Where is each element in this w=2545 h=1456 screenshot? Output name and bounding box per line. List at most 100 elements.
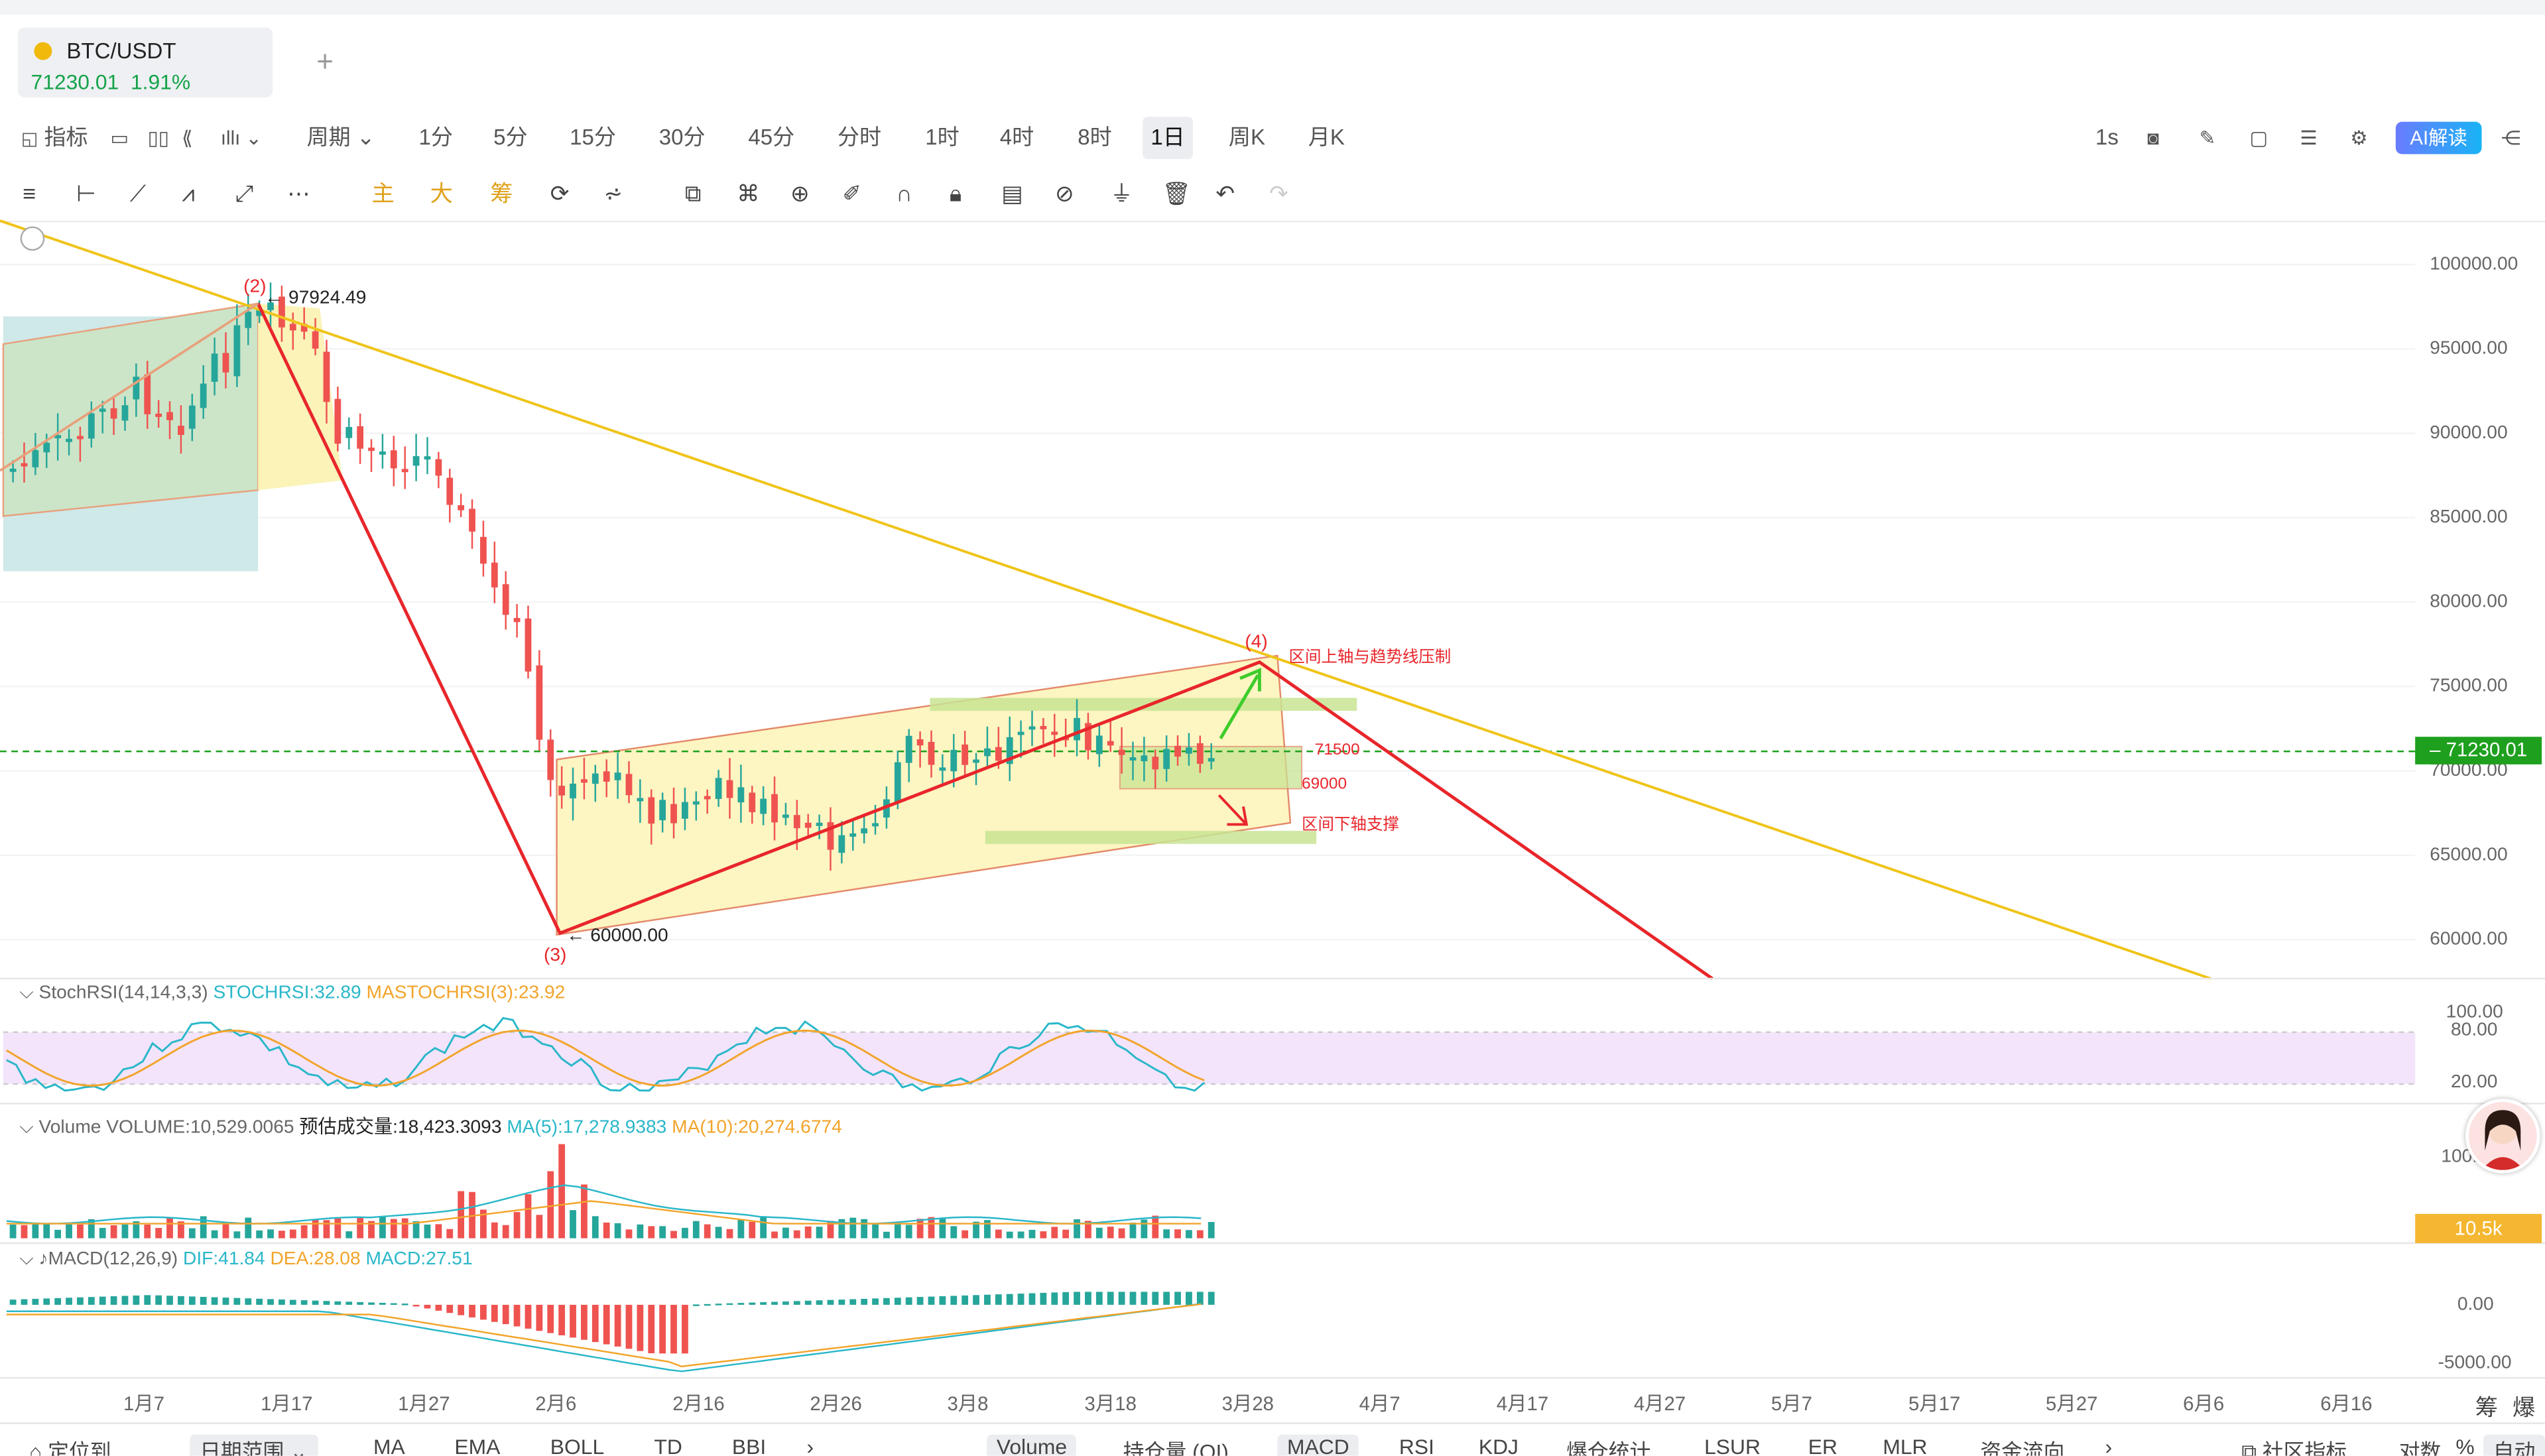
locate-button[interactable]: ⌂ 定位到 [29, 1439, 111, 1456]
interval-7[interactable]: 4时 [999, 125, 1034, 150]
trend-line-icon[interactable]: ⟋ [129, 180, 146, 206]
macd-bar [334, 1301, 341, 1305]
comment-icon[interactable]: ▢ [2249, 126, 2268, 150]
sub-indicator-6[interactable]: LSUR [1704, 1434, 1761, 1456]
volume-bar [458, 1191, 465, 1239]
volume-bar [849, 1217, 857, 1239]
zoom-in-icon[interactable]: ⊕ [790, 180, 810, 206]
percent-scale-toggle[interactable]: % [2455, 1434, 2475, 1456]
note-icon[interactable]: ▤ [1001, 180, 1023, 206]
lock-icon[interactable]: 🔒︎ [949, 180, 962, 206]
ruler-icon[interactable]: ⌘ [737, 180, 760, 206]
sub-indicator-3[interactable]: RSI [1398, 1434, 1434, 1456]
main-force-button[interactable]: 主 [371, 180, 395, 206]
sub-indicator-8[interactable]: MLR [1883, 1434, 1928, 1456]
volume-bar [312, 1219, 319, 1239]
level-71500-label: 71500 [1314, 741, 1360, 760]
main-indicator-ema[interactable]: EMA [454, 1434, 501, 1456]
macd-bar [625, 1304, 633, 1349]
interval-11[interactable]: 月K [1308, 125, 1345, 150]
big-order-button[interactable]: 大 [430, 180, 453, 206]
sub-indicator-9[interactable]: 资金流向 [1980, 1439, 2065, 1456]
macd-bar [513, 1304, 521, 1327]
price-axis-label: 60000.00 [2430, 930, 2508, 949]
stochrsi-axis-80: 80.00 [2451, 1020, 2498, 1040]
auto-scale-toggle[interactable]: 自动 [2483, 1434, 2545, 1456]
sub-indicator-1[interactable]: 持仓量 (OI) [1123, 1439, 1229, 1456]
assistant-avatar[interactable] [2465, 1099, 2540, 1174]
indicators-button[interactable]: ◱ 指标 [21, 125, 88, 150]
period-dropdown[interactable]: 周期 ⌄ [306, 125, 375, 150]
candle-body [110, 408, 117, 419]
volume-bar [121, 1224, 129, 1239]
log-scale-toggle[interactable]: 对数 [2398, 1439, 2442, 1456]
rewind-icon[interactable]: ⟪ [182, 126, 193, 150]
list-icon[interactable]: ☰ [2300, 126, 2318, 150]
camera-icon[interactable]: ◙ [2147, 126, 2160, 150]
ray-icon[interactable]: ⤢ [235, 180, 254, 206]
multi-line-icon[interactable]: ⩘ [182, 180, 195, 206]
main-indicator-ma[interactable]: MA [373, 1434, 405, 1456]
macd-bar [458, 1304, 465, 1315]
more-sub-indicators-icon[interactable]: › [2105, 1434, 2113, 1456]
sub-indicator-7[interactable]: ER [1808, 1434, 1837, 1456]
more-main-indicators-icon[interactable]: › [806, 1434, 814, 1456]
sub-indicator-4[interactable]: KDJ [1478, 1434, 1519, 1456]
interval-10[interactable]: 周K [1228, 125, 1266, 150]
main-indicator-bbi[interactable]: BBI [731, 1434, 767, 1456]
liquidation-corner[interactable]: 爆 [2513, 1394, 2536, 1420]
interval-4[interactable]: 45分 [748, 125, 795, 150]
shape-icon[interactable]: ⧉ [684, 180, 702, 206]
alarm-icon[interactable]: ♪ [38, 1249, 48, 1270]
sub-indicator-2[interactable]: MACD [1277, 1434, 1359, 1456]
chip-button[interactable]: 筹 [490, 180, 513, 206]
collapse-toggle-icon[interactable] [20, 226, 45, 251]
pattern-icon[interactable]: ⩫ [603, 180, 623, 206]
macd-bar [1051, 1292, 1058, 1305]
menu-icon[interactable]: ≡ [23, 180, 36, 206]
interval-1[interactable]: 5分 [493, 125, 528, 150]
filter-icon[interactable]: ⏚ [1110, 180, 1133, 206]
interval-2[interactable]: 15分 [570, 125, 616, 150]
interval-5[interactable]: 分时 [838, 125, 882, 150]
refresh-icon[interactable]: ⟳ [550, 180, 570, 206]
symbol-tab[interactable]: BTC/USDT 71230.01 1.91% [17, 27, 273, 97]
interval-6[interactable]: 1时 [925, 125, 960, 150]
pen-icon[interactable]: ✎ [2199, 126, 2216, 150]
collapse-icon[interactable]: ⌵ [19, 1249, 34, 1270]
candle-body [995, 747, 1002, 761]
interval-0[interactable]: 1分 [418, 125, 453, 150]
add-tab-button[interactable]: + [316, 45, 334, 78]
candle-type-icon[interactable]: ıllı ⌄ [220, 126, 263, 150]
interval-9[interactable]: 1日 [1143, 117, 1194, 159]
community-indicators-button[interactable]: ⧉ 社区指标 [2241, 1439, 2347, 1456]
trash-icon[interactable]: 🗑︎ [1162, 180, 1192, 206]
main-indicator-td[interactable]: TD [654, 1434, 682, 1456]
more-icon[interactable]: ⋯ [287, 180, 310, 206]
interval-3[interactable]: 30分 [658, 125, 706, 150]
interval-8[interactable]: 8时 [1078, 125, 1112, 150]
collapse-icon[interactable]: ⌵ [19, 1118, 34, 1138]
sub-indicator-5[interactable]: 爆仓统计 [1566, 1439, 1651, 1456]
redo-icon[interactable]: ↷ [1269, 180, 1288, 206]
main-indicator-boll[interactable]: BOLL [550, 1434, 605, 1456]
horizontal-line-icon[interactable]: ⊢ [76, 180, 96, 206]
layout-icon[interactable]: ▭ [110, 126, 129, 150]
candle-body [1208, 758, 1215, 762]
chip-corner[interactable]: 筹 [2475, 1394, 2499, 1420]
sub-indicator-0[interactable]: Volume [987, 1434, 1077, 1456]
brush-icon[interactable]: ✐ [842, 180, 862, 206]
date-range-dropdown[interactable]: 日期范围 ⌄ [190, 1434, 318, 1456]
share-icon[interactable]: ⋲ [2501, 126, 2521, 150]
settings-gear-icon[interactable]: ⚙ [2350, 126, 2368, 150]
magnet-icon[interactable]: ∩ [896, 180, 912, 206]
candle-body [345, 427, 353, 438]
volume-bar [1074, 1219, 1080, 1239]
collapse-icon[interactable]: ⌵ [19, 983, 34, 1003]
link-icon[interactable]: ⊘ [1055, 180, 1074, 206]
compare-icon[interactable]: ▯▯ [147, 126, 170, 150]
undo-icon[interactable]: ↶ [1215, 180, 1235, 206]
ai-analysis-button[interactable]: AI解读 [2395, 121, 2482, 154]
speed-button[interactable]: 1s [2095, 125, 2119, 150]
